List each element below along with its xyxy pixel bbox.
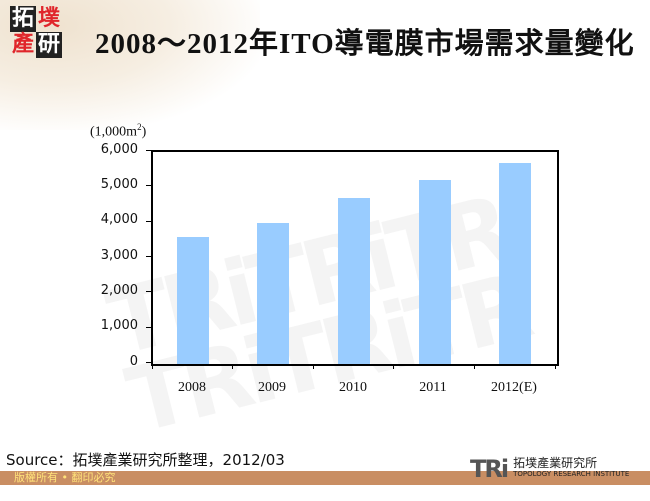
source-note: Source：拓墣產業研究所整理，2012/03 <box>6 451 285 469</box>
bar-2011 <box>419 180 451 364</box>
org-name-en: TOPOLOGY RESEARCH INSTITUTE <box>513 470 630 478</box>
unit-close: ) <box>141 124 147 140</box>
y-tick-mark <box>146 327 152 328</box>
plot-area <box>151 150 559 366</box>
y-tick-label: 5,000 <box>100 177 138 192</box>
background-map <box>0 0 260 130</box>
page-title: 2008～2012年ITO導電膜市場需求量變化 <box>95 28 635 60</box>
x-tick-label: 2008 <box>178 380 206 395</box>
logo-char: 研 <box>36 32 62 58</box>
y-tick-mark <box>146 150 152 151</box>
y-tick-label: 1,000 <box>100 318 138 333</box>
x-tick-label: 2009 <box>258 380 286 395</box>
y-tick-label: 2,000 <box>100 283 138 298</box>
unit-text: (1,000m <box>90 124 138 140</box>
x-tick-mark <box>555 364 556 369</box>
logo-char: 墣 <box>37 6 60 31</box>
tri-logo: TRi 拓墣產業研究所 TOPOLOGY RESEARCH INSTITUTE <box>470 455 629 483</box>
y-tick-label: 3,000 <box>100 248 138 263</box>
logo-char: 產 <box>11 32 34 57</box>
x-tick-label: 2011 <box>419 380 447 395</box>
bar-2012e <box>499 162 531 364</box>
y-tick-label: 6,000 <box>100 142 138 157</box>
y-tick-mark <box>146 256 152 257</box>
x-tick-label: 2012(E) <box>491 380 537 395</box>
logo-char: 拓 <box>10 6 36 32</box>
y-tick-label: 4,000 <box>100 212 138 227</box>
unit-superscript: 2 <box>137 122 142 132</box>
footer-bar <box>0 471 650 485</box>
bar-2008 <box>177 236 209 364</box>
tri-mark: TRi <box>470 455 509 483</box>
x-tick-mark <box>313 364 314 369</box>
y-tick-label: 0 <box>129 354 138 369</box>
bar-2009 <box>257 222 289 364</box>
brand-logo: 拓 墣 產 研 <box>10 6 62 58</box>
tri-org-name: 拓墣產業研究所 TOPOLOGY RESEARCH INSTITUTE <box>513 456 630 480</box>
copyright-text: 版權所有 • 翻印必究 <box>14 471 116 484</box>
y-tick-mark <box>146 185 152 186</box>
y-tick-mark <box>146 221 152 222</box>
y-tick-mark <box>146 362 152 363</box>
bar-2010 <box>338 197 370 364</box>
x-tick-mark <box>393 364 394 369</box>
x-tick-mark <box>152 364 153 369</box>
org-name-cn: 拓墣產業研究所 <box>513 456 598 470</box>
x-tick-label: 2010 <box>339 380 367 395</box>
y-tick-mark <box>146 291 152 292</box>
y-axis-unit: (1,000m2) <box>90 122 146 141</box>
x-tick-mark <box>474 364 475 369</box>
x-tick-mark <box>232 364 233 369</box>
